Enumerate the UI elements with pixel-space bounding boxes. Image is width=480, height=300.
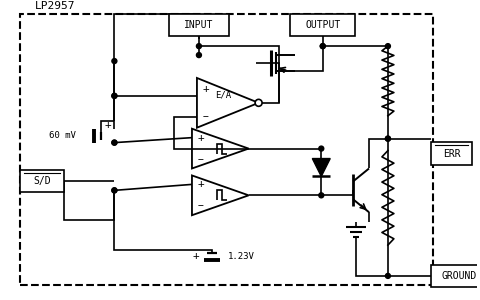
Circle shape <box>112 93 117 98</box>
Text: +: + <box>198 179 204 189</box>
Circle shape <box>385 136 390 141</box>
Bar <box>20 170 64 192</box>
Text: −: − <box>198 201 204 211</box>
Circle shape <box>112 188 117 193</box>
Bar <box>431 265 480 287</box>
Circle shape <box>319 146 324 151</box>
Circle shape <box>112 140 117 145</box>
Circle shape <box>112 188 117 193</box>
Text: −: − <box>198 154 204 164</box>
Polygon shape <box>312 158 330 176</box>
Text: +: + <box>104 120 111 130</box>
Circle shape <box>385 136 390 141</box>
Bar <box>290 14 355 36</box>
Circle shape <box>320 44 325 49</box>
Text: S/D: S/D <box>33 176 50 186</box>
Circle shape <box>319 193 324 198</box>
Circle shape <box>112 140 117 145</box>
Circle shape <box>196 44 202 49</box>
Text: OUTPUT: OUTPUT <box>305 20 340 30</box>
Text: INPUT: INPUT <box>184 20 214 30</box>
Circle shape <box>320 44 325 49</box>
Bar <box>431 142 472 166</box>
Text: −: − <box>203 112 209 122</box>
Text: +: + <box>198 133 204 142</box>
Text: E/A: E/A <box>215 90 231 99</box>
Text: 60 mV: 60 mV <box>49 131 76 140</box>
Circle shape <box>385 273 390 278</box>
Text: +: + <box>192 251 199 261</box>
Text: 1.23V: 1.23V <box>228 251 255 260</box>
Circle shape <box>112 93 117 98</box>
Circle shape <box>112 58 117 64</box>
Text: ERR: ERR <box>443 148 460 159</box>
Text: GROUND: GROUND <box>442 271 477 281</box>
Text: +: + <box>203 84 209 94</box>
Circle shape <box>385 44 390 49</box>
Bar <box>169 14 229 36</box>
Text: LP2957: LP2957 <box>35 1 75 11</box>
Bar <box>20 14 432 285</box>
Circle shape <box>255 99 262 106</box>
Circle shape <box>196 52 202 58</box>
